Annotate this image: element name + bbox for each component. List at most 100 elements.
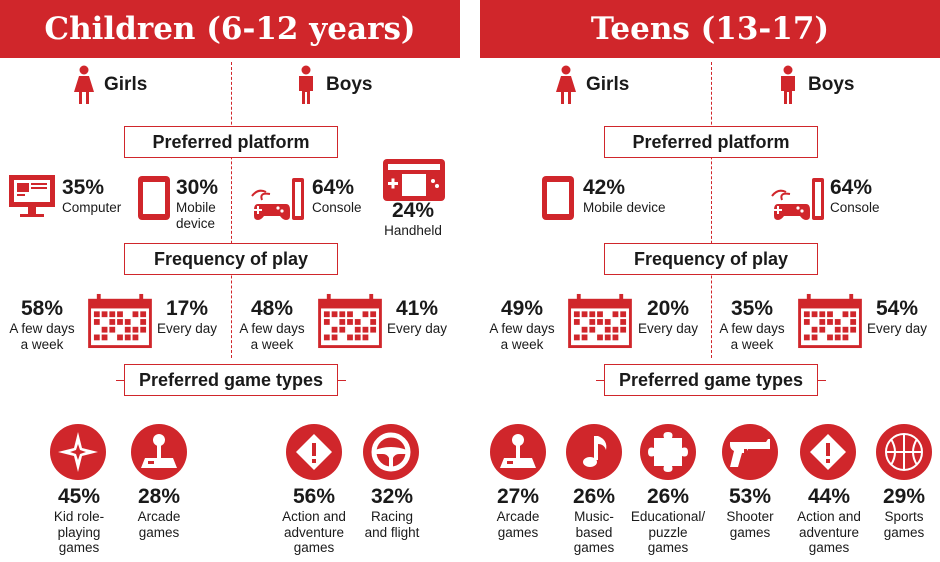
stat-percent: 53% [728,485,772,508]
teens-boys-header: Boys [776,65,854,105]
console-icon [768,174,828,222]
stat-label: Racing and flight [364,509,420,540]
stat-label: A few days a week [489,321,555,352]
stat-percent: 32% [370,485,414,508]
stat-label: Console [830,200,880,216]
stat-label: Mobile device [583,200,666,216]
steering-wheel-icon [363,424,419,480]
stat-percent: 24% [391,199,435,222]
teens-girls-few-days-stat: 49% A few days a week [484,297,560,352]
teens-boys-shooter-stat: 53% Shooter games [714,485,786,540]
children-boys-racing-stat: 32% Racing and flight [354,485,430,540]
teens-boys-sports-stat: 29% Sports games [870,485,938,540]
children-girls-header: Girls [72,65,147,105]
boy-icon [294,65,318,105]
children-boys-header: Boys [294,65,372,105]
stat-percent: 44% [807,485,851,508]
stat-label: A few days a week [9,321,75,352]
children-girls-roleplay-stat: 45% Kid role- playing games [40,485,118,556]
stat-label: Arcade games [137,509,181,540]
boy-icon [776,65,800,105]
children-girls-few-days-stat: 58% A few days a week [4,297,80,352]
stat-percent: 42% [583,176,626,199]
children-boys-every-day-stat: 41% Every day [384,297,450,337]
children-divider [231,62,232,358]
console-icon [248,174,308,222]
stat-label: Kid role- playing games [53,509,105,556]
children-girls-arcade-stat: 28% Arcade games [124,485,194,540]
stat-percent: 26% [572,485,616,508]
children-game-types-header: Preferred game types [124,364,338,396]
stat-label: A few days a week [719,321,785,352]
joystick-icon [490,424,546,480]
stat-label: Action and adventure games [282,509,346,556]
children-title: Children (6-12 years) [0,0,460,58]
teens-girls-music-stat: 26% Music- based games [558,485,630,556]
stat-percent: 58% [20,297,64,320]
stat-percent: 35% [62,176,105,199]
children-frequency-header: Frequency of play [124,243,338,275]
teens-girls-every-day-stat: 20% Every day [635,297,701,337]
teens-boys-few-days-stat: 35% A few days a week [714,297,790,352]
teens-game-types-header: Preferred game types [604,364,818,396]
handheld-icon [382,158,446,202]
teens-title: Teens (13-17) [480,0,940,58]
stat-percent: 48% [250,297,294,320]
stat-label: Shooter games [726,509,774,540]
stat-percent: 27% [496,485,540,508]
stat-percent: 29% [882,485,926,508]
children-girls-label: Girls [104,74,148,95]
stat-label: Computer [62,200,122,216]
teens-divider [711,62,712,358]
children-platform-header: Preferred platform [124,126,338,158]
children-girls-computer-stat: 35% Computer [62,176,122,216]
teens-frequency-header: Frequency of play [604,243,818,275]
stat-percent: 64% [830,176,873,199]
teens-girls-arcade-stat: 27% Arcade games [482,485,554,540]
stat-percent: 26% [646,485,690,508]
children-girls-mobile-stat: 30% Mobile device [176,176,219,231]
teens-girls-label: Girls [586,74,630,95]
gun-icon [722,424,778,480]
joystick-icon [131,424,187,480]
stat-percent: 30% [176,176,219,199]
children-boys-label: Boys [326,74,373,95]
computer-icon [8,172,56,220]
stat-percent: 49% [500,297,544,320]
stat-label: Every day [866,321,928,337]
teens-platform-header: Preferred platform [604,126,818,158]
tablet-icon [136,174,172,222]
stat-label: Action and adventure games [797,509,861,556]
teens-boys-console-stat: 64% Console [830,176,880,216]
children-boys-action-stat: 56% Action and adventure games [272,485,356,556]
teens-boys-every-day-stat: 54% Every day [864,297,930,337]
children-boys-handheld-stat: 24% Handheld [380,199,446,239]
compass-star-icon [50,424,106,480]
calendar-icon [87,293,153,349]
girl-icon [72,65,96,105]
stat-label: Every day [637,321,699,337]
stat-label: Educational/ puzzle games [630,509,706,556]
teens-boys-label: Boys [808,74,855,95]
stat-percent: 20% [646,297,690,320]
stat-percent: 28% [137,485,181,508]
stat-percent: 41% [395,297,439,320]
stat-label: Music- based games [573,509,615,556]
stat-percent: 45% [57,485,101,508]
basketball-icon [876,424,932,480]
calendar-icon [567,293,633,349]
stat-percent: 56% [292,485,336,508]
teens-girls-mobile-stat: 42% Mobile device [583,176,666,216]
exclamation-icon [286,424,342,480]
teens-boys-action-stat: 44% Action and adventure games [786,485,872,556]
stat-label: Mobile device [176,200,216,231]
stat-label: Handheld [384,223,442,239]
exclamation-icon [800,424,856,480]
calendar-icon [317,293,383,349]
stat-percent: 35% [730,297,774,320]
girl-icon [554,65,578,105]
tablet-icon [540,174,576,222]
stat-label: Arcade games [496,509,540,540]
stat-label: Every day [156,321,218,337]
children-girls-every-day-stat: 17% Every day [155,297,219,337]
